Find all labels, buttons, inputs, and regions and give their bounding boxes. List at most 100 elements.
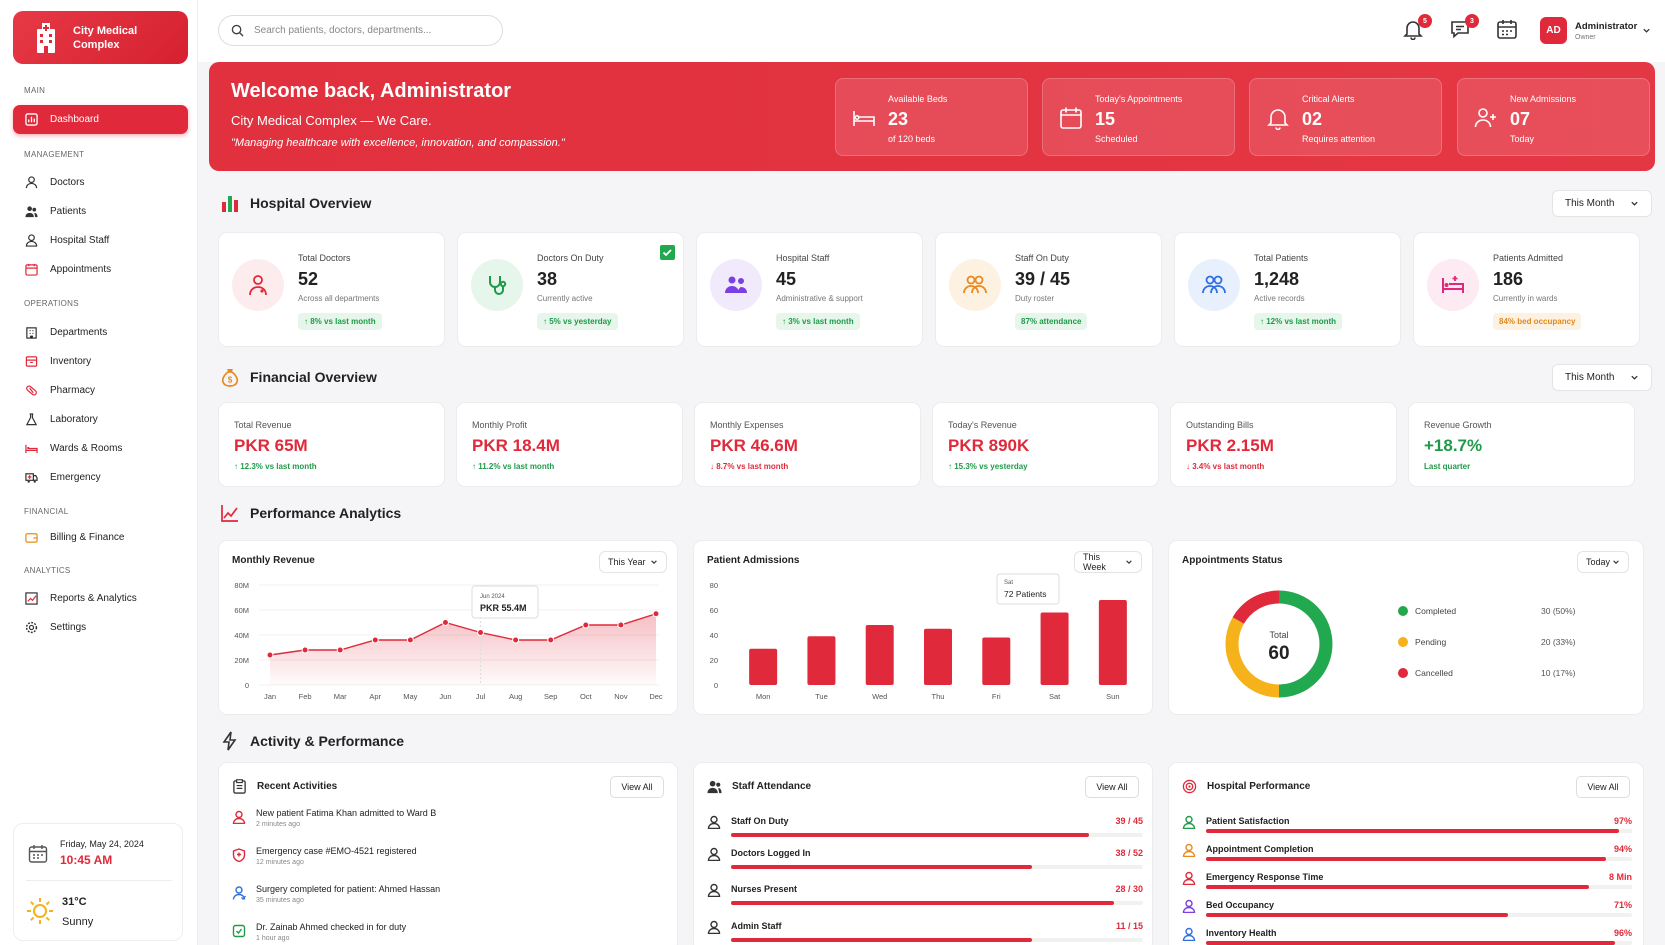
calendar-button[interactable]: [1496, 18, 1520, 42]
admission-bar[interactable]: [924, 628, 952, 685]
revenue-point[interactable]: [266, 651, 274, 659]
admission-bar[interactable]: [1098, 600, 1127, 685]
sidebar-item-reports-analytics[interactable]: Reports & Analytics: [13, 584, 188, 613]
sidebar-item-inventory[interactable]: Inventory: [13, 347, 188, 376]
revenue-point[interactable]: [512, 636, 520, 644]
sidebar-item-pharmacy[interactable]: Pharmacy: [13, 376, 188, 405]
y-tick-label: 20M: [234, 656, 249, 665]
revenue-point[interactable]: [371, 636, 379, 644]
donut-slice[interactable]: [1232, 590, 1280, 625]
card-title: Staff Attendance: [707, 780, 811, 794]
stat-card-hospital-staff[interactable]: Hospital Staff 45 Administrative & suppo…: [696, 232, 923, 347]
admission-bar[interactable]: [749, 648, 778, 685]
sidebar-item-label: Wards & Rooms: [50, 443, 123, 454]
hero-stat-new-admissions[interactable]: New Admissions 07 Today: [1457, 78, 1650, 156]
legend-label: Cancelled: [1415, 668, 1453, 678]
notifications-button[interactable]: 5: [1402, 14, 1432, 42]
hero-stat-critical-alerts[interactable]: Critical Alerts 02 Requires attention: [1249, 78, 1442, 156]
finance-card-monthly-profit[interactable]: Monthly Profit PKR 18.4M ↑ 11.2% vs last…: [456, 402, 683, 487]
hospital-overview-period-dropdown[interactable]: This Month: [1552, 190, 1652, 217]
stat-card-patients-admitted[interactable]: Patients Admitted 186 Currently in wards…: [1413, 232, 1640, 347]
user-menu[interactable]: AD Administrator Owner: [1540, 17, 1651, 44]
sidebar-item-hospital-staff[interactable]: Hospital Staff: [13, 226, 188, 255]
admission-bar[interactable]: [807, 636, 836, 685]
revenue-point[interactable]: [477, 629, 485, 636]
recent-activities-view-all-button[interactable]: View All: [610, 776, 664, 798]
revenue-point[interactable]: [406, 636, 414, 644]
appointments-period-dropdown[interactable]: Today: [1577, 551, 1629, 573]
flask-icon: [25, 413, 38, 426]
hospital-performance-view-all-button[interactable]: View All: [1576, 776, 1630, 798]
admission-bar[interactable]: [1040, 612, 1069, 686]
revenue-point[interactable]: [617, 621, 625, 629]
revenue-line: [269, 613, 657, 656]
revenue-point[interactable]: [301, 646, 309, 654]
activity-item[interactable]: Dr. Zainab Ahmed checked in for duty 1 h…: [232, 922, 406, 942]
sidebar-item-laboratory[interactable]: Laboratory: [13, 405, 188, 434]
performance-value: 71%: [1613, 900, 1632, 910]
admission-bar[interactable]: [865, 625, 894, 685]
sidebar-item-label: Departments: [50, 327, 108, 338]
messages-button[interactable]: 3: [1449, 14, 1479, 42]
hospital-building-icon: [37, 22, 55, 53]
staff-group-icon: [963, 275, 987, 294]
current-date: Friday, May 24, 2024: [60, 839, 144, 849]
stat-value: 52: [298, 269, 319, 289]
revenue-point[interactable]: [652, 610, 660, 618]
y-tick-label: 80M: [234, 581, 249, 590]
sidebar-item-departments[interactable]: Departments: [13, 318, 188, 347]
section-heading-hospital-overview: Hospital Overview: [220, 193, 371, 213]
patients-icon: [25, 206, 38, 218]
hero-stat-todays-appointments[interactable]: Today's Appointments 15 Scheduled: [1042, 78, 1235, 156]
revenue-point[interactable]: [582, 621, 590, 629]
sidebar-item-emergency[interactable]: Emergency: [13, 463, 188, 492]
svg-text:$: $: [228, 376, 233, 385]
financial-overview-period-dropdown[interactable]: This Month: [1552, 364, 1652, 391]
pill-icon: [26, 385, 37, 396]
sidebar-item-settings[interactable]: Settings: [13, 613, 188, 642]
stat-icon-wrap: [949, 259, 1001, 311]
revenue-point[interactable]: [441, 619, 449, 626]
stat-label: Total Doctors: [298, 253, 351, 263]
donut-slice[interactable]: [1225, 617, 1280, 698]
stat-card-total-patients[interactable]: Total Patients 1,248 Active records ↑ 12…: [1174, 232, 1401, 347]
hero-stat-available-beds[interactable]: Available Beds 23 of 120 beds: [835, 78, 1028, 156]
revenue-period-dropdown[interactable]: This Year: [599, 551, 667, 573]
donut-slice[interactable]: [1278, 590, 1333, 698]
x-tick-label: Fri: [992, 692, 1001, 701]
finance-card-revenue-growth[interactable]: Revenue Growth +18.7% Last quarter: [1408, 402, 1635, 487]
hospital-performance-card: Hospital Performance View All Patient Sa…: [1168, 762, 1644, 945]
bar-chart-icon: [222, 196, 238, 212]
activity-text: Emergency case #EMO-4521 registered: [256, 846, 417, 856]
activity-item[interactable]: Surgery completed for patient: Ahmed Has…: [232, 884, 440, 904]
sidebar-item-doctors[interactable]: Doctors: [13, 168, 188, 197]
staff-attendance-view-all-button[interactable]: View All: [1085, 776, 1139, 798]
finance-card-todays-revenue[interactable]: Today's Revenue PKR 890K ↑ 15.3% vs yest…: [932, 402, 1159, 487]
sidebar-item-wards-rooms[interactable]: Wards & Rooms: [13, 434, 188, 463]
hero-stat-label: Available Beds: [888, 94, 948, 104]
search-box[interactable]: [218, 15, 503, 46]
activity-item[interactable]: New patient Fatima Khan admitted to Ward…: [232, 808, 436, 828]
sidebar-item-dashboard[interactable]: Dashboard: [13, 105, 188, 134]
legend-value: 30 (50%): [1541, 606, 1576, 616]
finance-card-monthly-expenses[interactable]: Monthly Expenses PKR 46.6M ↓ 8.7% vs las…: [694, 402, 921, 487]
app-logo[interactable]: City Medical Complex: [13, 11, 188, 64]
stat-card-total-doctors[interactable]: Total Doctors 52 Across all departments …: [218, 232, 445, 347]
sidebar-item-appointments[interactable]: Appointments: [13, 255, 188, 284]
attendance-bar-track: [731, 833, 1143, 837]
sidebar-item-label: Reports & Analytics: [50, 593, 137, 604]
stat-card-doctors-on-duty[interactable]: Doctors On Duty 38 Currently active ↑ 5%…: [457, 232, 684, 347]
revenue-point[interactable]: [336, 646, 344, 654]
admission-bar[interactable]: [982, 637, 1011, 686]
sidebar-item-billing-finance[interactable]: Billing & Finance: [13, 523, 188, 552]
finance-card-outstanding-bills[interactable]: Outstanding Bills PKR 2.15M ↓ 3.4% vs la…: [1170, 402, 1397, 487]
finance-card-total-revenue[interactable]: Total Revenue PKR 65M ↑ 12.3% vs last mo…: [218, 402, 445, 487]
admissions-period-dropdown[interactable]: This Week: [1074, 551, 1142, 573]
search-input[interactable]: [254, 25, 494, 36]
section-heading-activity-performance: Activity & Performance: [220, 731, 404, 751]
performance-bar-track: [1206, 857, 1632, 861]
revenue-point[interactable]: [547, 636, 555, 644]
activity-item[interactable]: Emergency case #EMO-4521 registered 12 m…: [232, 846, 417, 866]
sidebar-item-patients[interactable]: Patients: [13, 197, 188, 226]
stat-card-staff-on-duty[interactable]: Staff On Duty 39 / 45 Duty roster 87% at…: [935, 232, 1162, 347]
